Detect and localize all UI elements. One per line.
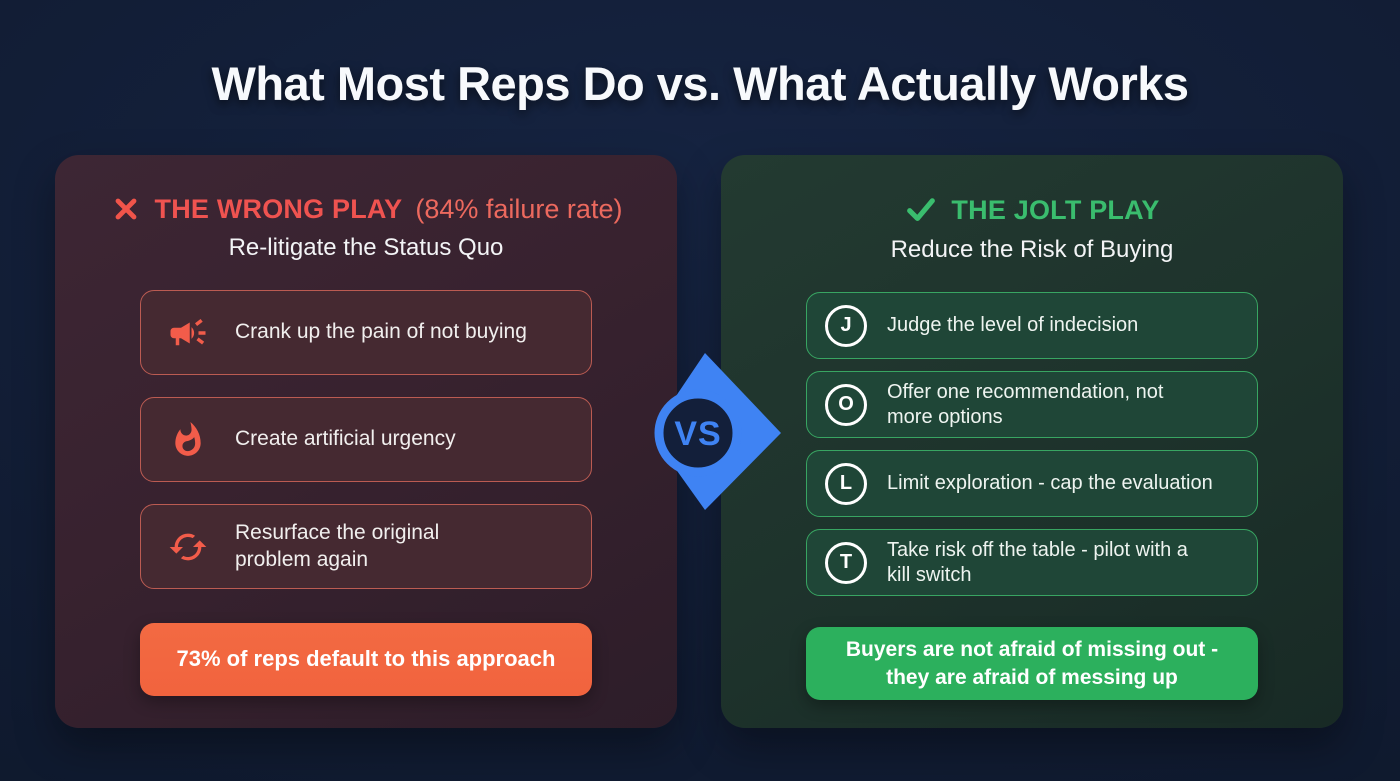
megaphone-icon	[165, 312, 211, 354]
jolt-play-items: J Judge the level of indecision O Offer …	[806, 292, 1258, 596]
jolt-play-title: THE JOLT PLAY	[951, 194, 1160, 225]
jolt-play-quote-banner: Buyers are not afraid of missing out - t…	[806, 627, 1258, 700]
jolt-play-item-label: Limit exploration - cap the evaluation	[887, 472, 1213, 494]
jolt-play-item-label: Judge the level of indecision	[887, 314, 1139, 336]
wrong-play-item-label: Crank up the pain of not buying	[235, 320, 527, 344]
wrong-play-panel: THE WRONG PLAY (84% failure rate) Re-lit…	[55, 155, 677, 728]
wrong-play-header: THE WRONG PLAY (84% failure rate)	[55, 193, 677, 225]
letter-o-badge: O	[825, 383, 867, 426]
wrong-play-item-resurface: Resurface the original problem again	[140, 504, 592, 589]
page-title: What Most Reps Do vs. What Actually Work…	[211, 57, 1189, 110]
jolt-play-panel: THE JOLT PLAY Reduce the Risk of Buying …	[721, 155, 1343, 728]
letter-t-badge: T	[825, 541, 867, 584]
wrong-play-item-urgency: Create artificial urgency	[140, 397, 592, 482]
x-icon	[115, 198, 136, 220]
wrong-play-title: THE WRONG PLAY	[154, 193, 403, 224]
refresh-icon	[165, 527, 211, 567]
wrong-play-subtitle: Re-litigate the Status Quo	[228, 234, 504, 261]
wrong-play-stat-banner: 73% of reps default to this approach	[140, 623, 592, 696]
jolt-play-item-offer: O Offer one recommendation, not more opt…	[806, 371, 1258, 438]
check-icon	[907, 198, 936, 222]
jolt-play-item-take-risk: T Take risk off the table - pilot with a…	[806, 529, 1258, 596]
jolt-play-subtitle: Reduce the Risk of Buying	[890, 236, 1174, 263]
jolt-play-item-label: Offer one recommendation, not more optio…	[887, 380, 1164, 428]
jolt-play-item-judge: J Judge the level of indecision	[806, 292, 1258, 359]
jolt-play-item-limit: L Limit exploration - cap the evaluation	[806, 450, 1258, 517]
letter-j-badge: J	[825, 304, 867, 347]
flame-icon	[165, 421, 211, 459]
wrong-play-items: Crank up the pain of not buying Create a…	[140, 290, 592, 589]
wrong-play-item-label: Resurface the original problem again	[235, 521, 440, 571]
vs-divider: VS	[620, 345, 800, 525]
wrong-play-item-label: Create artificial urgency	[235, 427, 456, 451]
jolt-play-item-label: Take risk off the table - pilot with a k…	[887, 538, 1188, 586]
letter-l-badge: L	[825, 462, 867, 505]
vs-label: VS	[674, 415, 721, 453]
jolt-play-header: THE JOLT PLAY	[721, 193, 1343, 227]
wrong-play-item-pain: Crank up the pain of not buying	[140, 290, 592, 375]
wrong-play-failure-rate: (84% failure rate)	[415, 193, 623, 224]
